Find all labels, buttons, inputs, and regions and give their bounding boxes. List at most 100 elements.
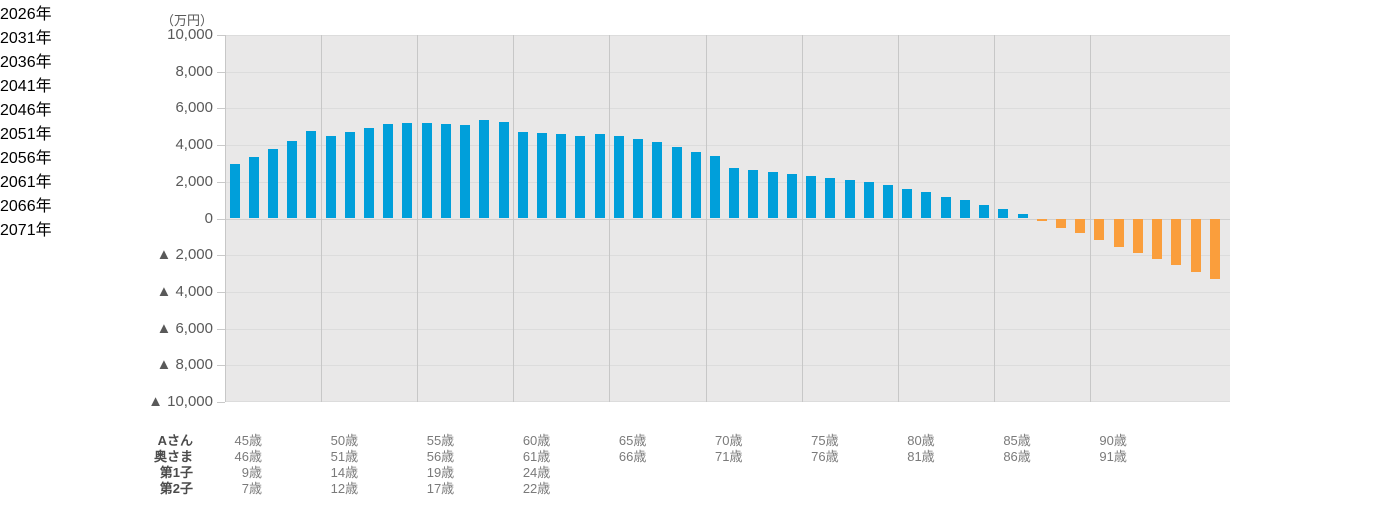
h-gridline bbox=[225, 145, 1230, 147]
v-gridline bbox=[897, 35, 899, 402]
y-tick-mark bbox=[217, 365, 225, 367]
bar-2074 bbox=[1152, 218, 1163, 260]
bar-2037 bbox=[440, 123, 451, 219]
age-cell: 51歳 bbox=[330, 449, 359, 464]
age-cell: 71歳 bbox=[715, 449, 743, 464]
v-gridline bbox=[609, 35, 611, 402]
bar-2036 bbox=[421, 122, 432, 219]
y-tick-label: ▲ 10,000 bbox=[148, 393, 213, 410]
age-cell: 81歳 bbox=[907, 449, 935, 464]
bar-2033 bbox=[364, 127, 375, 219]
bar-2066 bbox=[998, 209, 1009, 219]
age-cell: 80歳 bbox=[907, 433, 935, 448]
age-row-label: 第1子 bbox=[159, 465, 193, 480]
bar-2045 bbox=[594, 133, 605, 219]
y-tick-label: 0 bbox=[204, 209, 213, 227]
age-cell: 85歳 bbox=[1003, 433, 1031, 448]
bar-2063 bbox=[940, 196, 951, 219]
bar-2062 bbox=[921, 192, 932, 219]
bar-2050 bbox=[690, 151, 701, 219]
age-cell: 12歳 bbox=[330, 481, 359, 496]
age-cell: 90歳 bbox=[1099, 433, 1127, 448]
h-gridline bbox=[225, 108, 1230, 110]
age-cell: 14歳 bbox=[330, 465, 359, 480]
bar-2076 bbox=[1190, 218, 1201, 272]
h-gridline bbox=[225, 291, 1230, 293]
x-year-label: 2061年 bbox=[0, 174, 52, 191]
age-row-label: Aさん bbox=[157, 433, 193, 448]
age-cell: 22歳 bbox=[522, 481, 551, 496]
x-year-label: 2031年 bbox=[0, 30, 52, 47]
bar-2060 bbox=[882, 185, 893, 219]
bar-2031 bbox=[325, 135, 336, 219]
v-gridline bbox=[705, 35, 707, 402]
x-year-label: 2071年 bbox=[0, 222, 52, 239]
bar-2056 bbox=[806, 176, 817, 219]
bar-2048 bbox=[652, 142, 663, 219]
h-gridline bbox=[225, 328, 1230, 330]
age-cell: 86歳 bbox=[1003, 449, 1031, 464]
age-cell: 70歳 bbox=[715, 433, 743, 448]
y-tick-label: ▲ 4,000 bbox=[156, 282, 213, 300]
x-year-label: 2026年 bbox=[0, 6, 52, 23]
y-tick-label: ▲ 2,000 bbox=[156, 246, 213, 264]
bar-2061 bbox=[902, 188, 913, 219]
bar-2047 bbox=[633, 138, 644, 219]
bar-2070 bbox=[1075, 218, 1086, 234]
y-tick-mark bbox=[217, 402, 225, 403]
bar-2072 bbox=[1113, 218, 1124, 247]
bar-2055 bbox=[786, 174, 797, 219]
bar-2057 bbox=[825, 178, 836, 219]
age-cell: 55歳 bbox=[426, 433, 455, 448]
age-cell: 24歳 bbox=[522, 465, 551, 480]
bar-2053 bbox=[748, 169, 759, 219]
age-cell: 91歳 bbox=[1099, 449, 1127, 464]
bar-2039 bbox=[479, 120, 490, 219]
bar-2035 bbox=[402, 123, 413, 219]
bar-2046 bbox=[613, 135, 624, 219]
bar-2044 bbox=[575, 136, 586, 219]
bar-2071 bbox=[1094, 218, 1105, 241]
age-cell: 19歳 bbox=[426, 465, 455, 480]
y-tick-mark bbox=[217, 291, 225, 293]
bar-2030 bbox=[306, 131, 317, 219]
h-gridline bbox=[225, 365, 1230, 367]
bar-2041 bbox=[517, 131, 528, 219]
x-year-label: 2051年 bbox=[0, 126, 52, 143]
y-tick-mark bbox=[217, 328, 225, 330]
y-tick-mark bbox=[217, 108, 225, 110]
age-cell: 75歳 bbox=[811, 433, 839, 448]
bar-2043 bbox=[556, 133, 567, 219]
h-gridline bbox=[225, 255, 1230, 257]
bar-2034 bbox=[383, 123, 394, 219]
v-gridline bbox=[417, 35, 419, 402]
bar-2077 bbox=[1209, 218, 1220, 280]
bar-2068 bbox=[1036, 218, 1047, 222]
age-cell: 17歳 bbox=[426, 481, 455, 496]
bar-2073 bbox=[1132, 218, 1143, 253]
bar-2054 bbox=[767, 171, 778, 219]
zero-gridline bbox=[225, 218, 1230, 220]
age-cell: 46歳 bbox=[234, 449, 262, 464]
y-tick-mark bbox=[217, 71, 225, 73]
age-cell: 66歳 bbox=[618, 449, 647, 464]
bar-2042 bbox=[537, 132, 548, 219]
age-cell: 65歳 bbox=[618, 433, 647, 448]
bar-2029 bbox=[287, 140, 298, 219]
bar-2040 bbox=[498, 122, 509, 219]
x-axis-year-labels: 2026年 2031年 2036年 2041年 2046年 2051年 2056年 2061年… bbox=[0, 0, 1396, 240]
bar-2052 bbox=[729, 168, 740, 219]
x-year-label: 2066年 bbox=[0, 198, 52, 215]
h-gridline bbox=[225, 401, 1230, 402]
v-gridline bbox=[801, 35, 803, 402]
x-year-label: 2056年 bbox=[0, 150, 52, 167]
age-cell: 7歳 bbox=[241, 481, 262, 496]
bar-2069 bbox=[1055, 218, 1066, 228]
age-cell: 50歳 bbox=[330, 433, 359, 448]
y-tick-label: ▲ 8,000 bbox=[156, 356, 213, 374]
v-gridline bbox=[513, 35, 515, 402]
bar-2051 bbox=[710, 156, 720, 219]
bar-2038 bbox=[460, 124, 471, 219]
age-cell: 61歳 bbox=[522, 449, 551, 464]
bar-2064 bbox=[959, 200, 970, 219]
